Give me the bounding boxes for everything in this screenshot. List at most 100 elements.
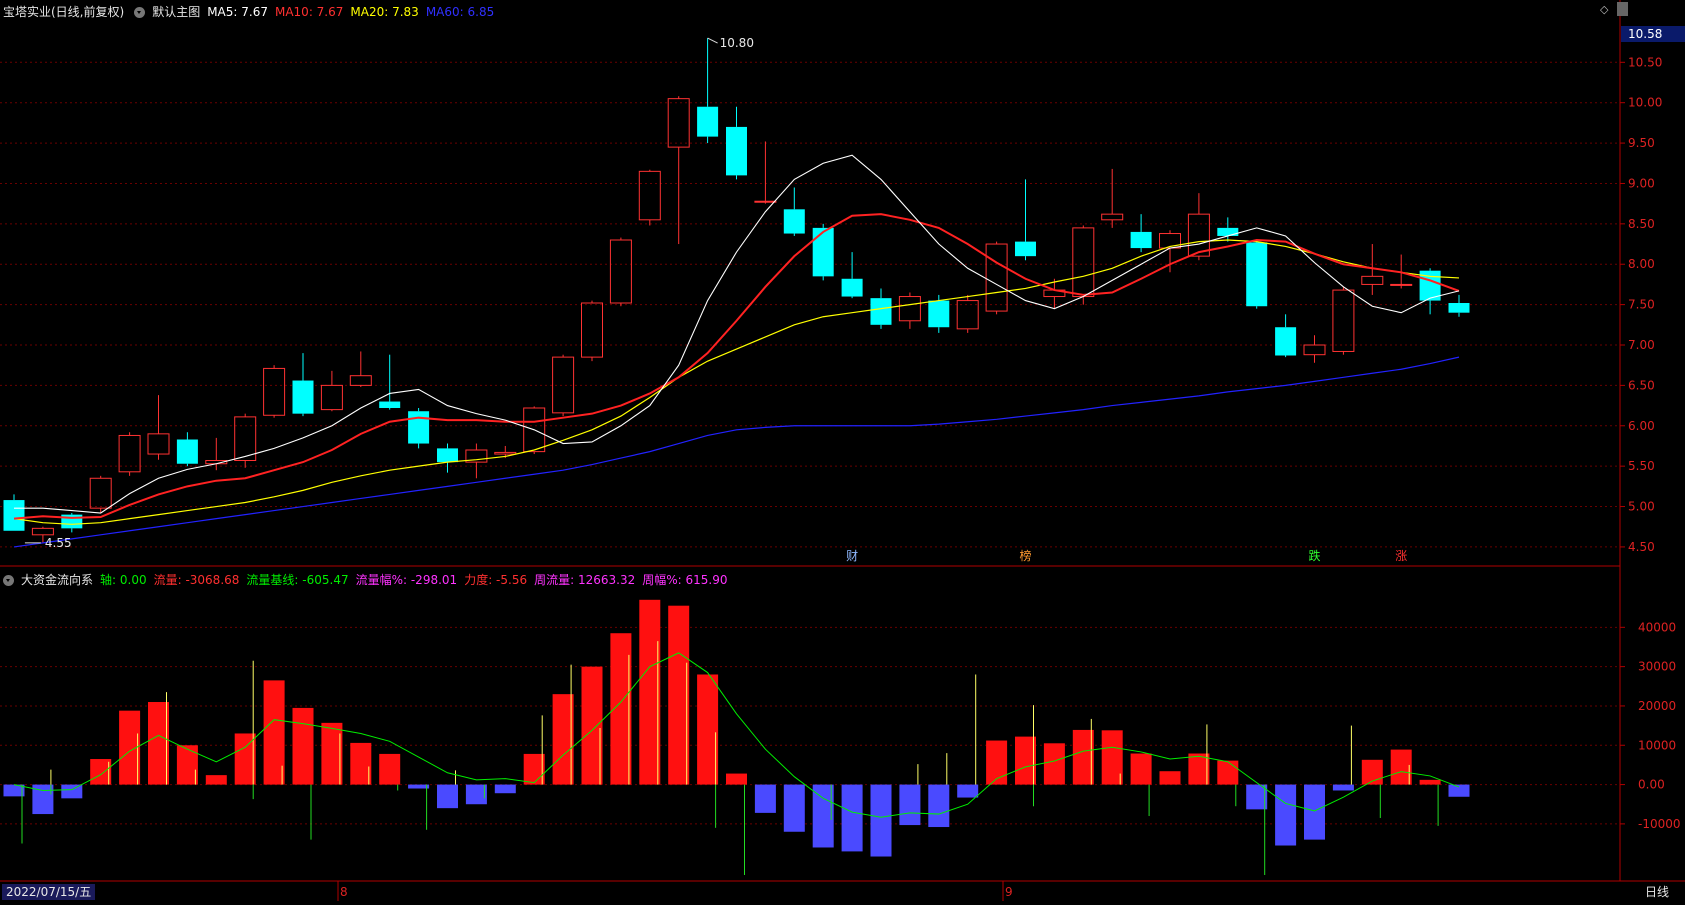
candle-body [1130,231,1152,249]
week-amp-value: 周幅%: 615.90 [642,573,728,587]
ma20-line [13,239,1460,525]
month-label: 9 [1005,885,1013,899]
flow-bar [408,784,430,789]
diamond-icon[interactable]: ◇ [1600,3,1609,16]
month-label: 8 [340,885,348,899]
candle-body [581,302,603,358]
flow-bar [1448,784,1470,797]
flow-bar [437,784,458,809]
candle-body [408,411,430,444]
flow-bar [1390,749,1412,785]
candle-body [1072,227,1095,298]
scroll-handle[interactable] [1617,2,1628,16]
candle-body [1332,289,1355,352]
candle-body [928,300,950,328]
flow-bar [957,784,979,798]
flow-bar [1246,784,1268,810]
max-price-label: 10.80 [720,36,754,50]
candle-body [118,434,141,473]
candle-body [465,449,488,463]
candle-body [726,126,747,176]
sub-header: 大资金流向系 轴: 0.00 流量: -3068.68 流量基线: -605.4… [0,568,734,592]
flow-bar [1130,753,1152,785]
indicator-name[interactable]: 大资金流向系 [21,573,94,587]
candle-body [292,380,314,414]
ma60-line [13,356,1460,548]
flow-bar [812,784,834,848]
current-price-label: 10.58 [1628,27,1662,41]
flow-bar [928,784,950,828]
current-date: 2022/07/15/五 [2,884,96,900]
flow-bar [523,753,545,785]
flow-bar [783,784,805,832]
event-marker: 跌 [1308,548,1320,563]
flow-bar [119,710,141,785]
candle-body [31,527,54,536]
period-label[interactable]: 日线 [1645,885,1670,899]
candle-body [754,200,777,203]
ma20-value: MA20: 7.83 [350,5,419,19]
flow-bar [1361,759,1383,785]
flow-amp-value: 流量幅%: -298.01 [355,573,458,587]
candle-body [609,239,632,304]
candle-body [985,243,1008,312]
flow-bar [3,784,25,797]
flow-bar [1188,753,1210,785]
candle-body [783,209,805,234]
candle-body [379,401,401,408]
flow-bar [899,784,921,826]
flow-bar [494,784,516,794]
indicator-dropdown-icon[interactable] [3,574,14,586]
main-chart-label[interactable]: 默认主图 [152,5,201,19]
flow-bar [552,694,574,785]
sub-tick-label: 40000 [1638,620,1676,634]
ma60-value: MA60: 6.85 [425,5,495,19]
flow-value: 流量: -3068.68 [153,573,240,587]
sub-tick-label: -10000 [1638,817,1681,831]
candle-body [812,227,834,277]
candle-body [3,500,25,531]
candle-body [494,451,517,455]
main-tick-label: 10.00 [1628,96,1662,110]
sub-tick-label: 10000 [1638,738,1676,752]
event-marker: 涨 [1395,548,1407,563]
dropdown-icon[interactable] [134,6,146,18]
sub-tick-label: 30000 [1638,660,1676,674]
candle-body [1390,283,1413,286]
candle-body [1448,303,1470,313]
flow-bar [1043,743,1065,785]
flow-bar [176,745,198,785]
ma5-line [14,154,1460,514]
candle-body [523,407,546,453]
axis-value: 轴: 0.00 [100,573,147,587]
flow-bar [205,775,227,785]
flow-bar [986,740,1008,785]
max-pointer [707,37,718,44]
flow-bar [726,773,747,785]
ma5-value: MA5: 7.67 [207,5,268,19]
candle-body [841,278,863,297]
candle-body [956,300,979,330]
week-flow-value: 周流量: 12663.32 [534,573,636,587]
current-price-box [1621,26,1685,42]
flow-bar [148,702,169,785]
flow-bar [61,784,83,799]
flow-bar [1275,784,1297,846]
flow-bar [697,674,719,785]
candle-body [1361,275,1384,285]
flow-bar [263,680,285,785]
flow-bar [668,605,690,785]
flow-bar [1304,784,1325,840]
flow-bar [1217,760,1239,785]
main-header: 宝塔实业(日线,前复权) 默认主图 MA5: 7.67 MA10: 7.67 M… [0,0,501,24]
flow-base-value: 流量基线: -605.47 [246,573,349,587]
candle-body [147,433,170,455]
flow-bar [321,722,343,785]
candle-body [349,375,372,386]
flow-bar [639,599,661,785]
flow-bar [465,784,487,805]
flow-bar [1015,736,1036,785]
candle-body [89,477,112,509]
